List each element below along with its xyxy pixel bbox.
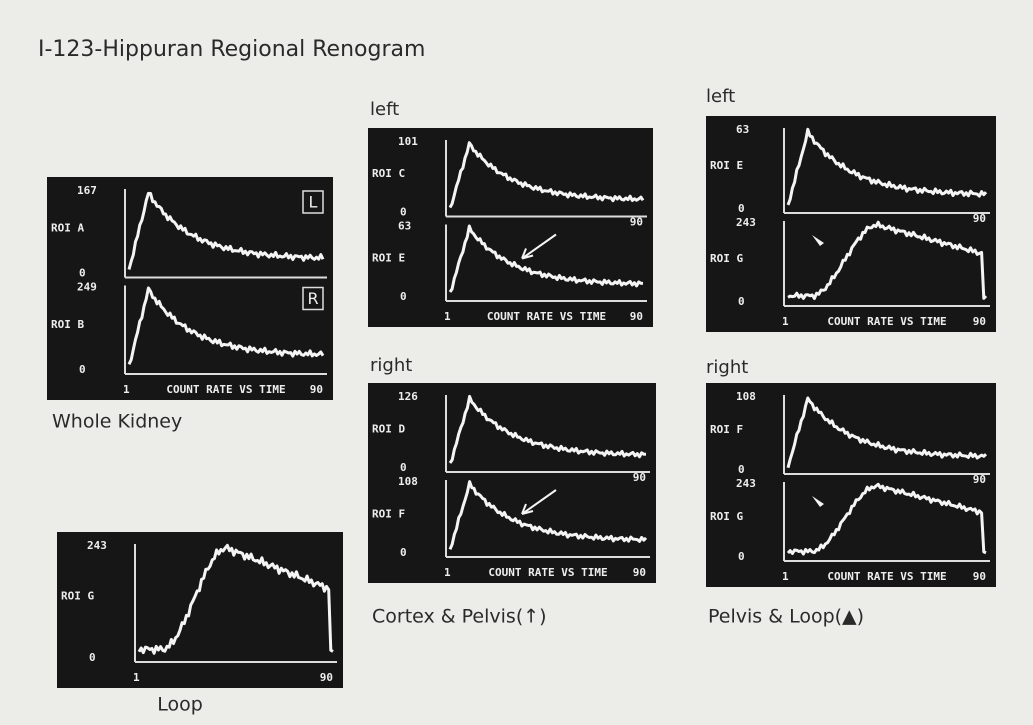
x-start-label: 1 xyxy=(782,315,789,328)
min-count: 0 xyxy=(738,295,745,308)
panel-heading: right xyxy=(706,357,748,378)
title: I-123-Hippuran Regional Renogram xyxy=(38,37,425,62)
x-start-label: 1 xyxy=(444,310,451,323)
roi-label: ROI C xyxy=(372,167,405,180)
x-end-label: 90 xyxy=(973,315,986,328)
max-count: 249 xyxy=(77,281,97,294)
x-title: COUNT RATE VS TIME xyxy=(166,383,285,396)
panel-caption: Pelvis & Loop(▲) xyxy=(708,606,864,628)
panel-heading: right xyxy=(370,355,412,376)
marker: R xyxy=(307,289,318,308)
roi-label: ROI F xyxy=(372,507,405,520)
x-start-label: 1 xyxy=(444,566,451,579)
min-count: 0 xyxy=(400,206,407,219)
roi-label: ROI E xyxy=(710,159,743,172)
max-count: 243 xyxy=(736,477,756,490)
panel-caption: Cortex & Pelvis(↑) xyxy=(372,606,547,628)
min-count: 0 xyxy=(400,290,407,303)
min-count: 0 xyxy=(400,461,407,474)
page: I-123-Hippuran Regional Renogram Whole K… xyxy=(0,0,1033,725)
min-count: 0 xyxy=(738,463,745,476)
panel-heading: left xyxy=(706,86,735,107)
x-end-label: 90 xyxy=(630,310,643,323)
max-count: 108 xyxy=(736,390,756,403)
min-count: 0 xyxy=(79,267,86,280)
x-end-label: 90 xyxy=(310,383,323,396)
min-count: 0 xyxy=(738,550,745,563)
roi-label: ROI F xyxy=(710,423,743,436)
max-count: 126 xyxy=(398,390,418,403)
x-end-label: 90 xyxy=(973,473,986,486)
x-title: COUNT RATE VS TIME xyxy=(827,570,946,583)
x-end-label: 90 xyxy=(633,566,646,579)
min-count: 0 xyxy=(89,651,96,664)
roi-label: ROI A xyxy=(51,221,84,234)
roi-label: ROI B xyxy=(51,318,84,331)
max-count: 243 xyxy=(87,539,107,552)
max-count: 63 xyxy=(398,220,411,233)
roi-label: ROI D xyxy=(372,422,405,435)
roi-label: ROI G xyxy=(61,590,94,603)
max-count: 243 xyxy=(736,216,756,229)
x-title: COUNT RATE VS TIME xyxy=(488,566,607,579)
panel-caption: Loop xyxy=(157,694,203,716)
panel xyxy=(57,532,343,688)
x-end-label: 90 xyxy=(633,471,646,484)
min-count: 0 xyxy=(79,363,86,376)
marker: L xyxy=(309,193,318,212)
max-count: 63 xyxy=(736,123,749,136)
x-start-label: 1 xyxy=(133,671,140,684)
x-title: COUNT RATE VS TIME xyxy=(487,310,606,323)
min-count: 0 xyxy=(738,202,745,215)
x-end-label: 90 xyxy=(630,216,643,229)
x-end-label: 90 xyxy=(973,570,986,583)
panel-caption: Whole Kidney xyxy=(52,411,182,433)
x-end-label: 90 xyxy=(973,212,986,225)
roi-label: ROI G xyxy=(710,252,743,265)
x-end-label: 90 xyxy=(320,671,333,684)
panel-heading: left xyxy=(370,99,399,120)
max-count: 167 xyxy=(77,184,97,197)
figure: I-123-Hippuran Regional Renogram Whole K… xyxy=(0,0,1033,725)
x-title: COUNT RATE VS TIME xyxy=(827,315,946,328)
x-start-label: 1 xyxy=(123,383,130,396)
max-count: 108 xyxy=(398,475,418,488)
roi-label: ROI E xyxy=(372,252,405,265)
min-count: 0 xyxy=(400,546,407,559)
max-count: 101 xyxy=(398,135,418,148)
x-start-label: 1 xyxy=(782,570,789,583)
roi-label: ROI G xyxy=(710,510,743,523)
